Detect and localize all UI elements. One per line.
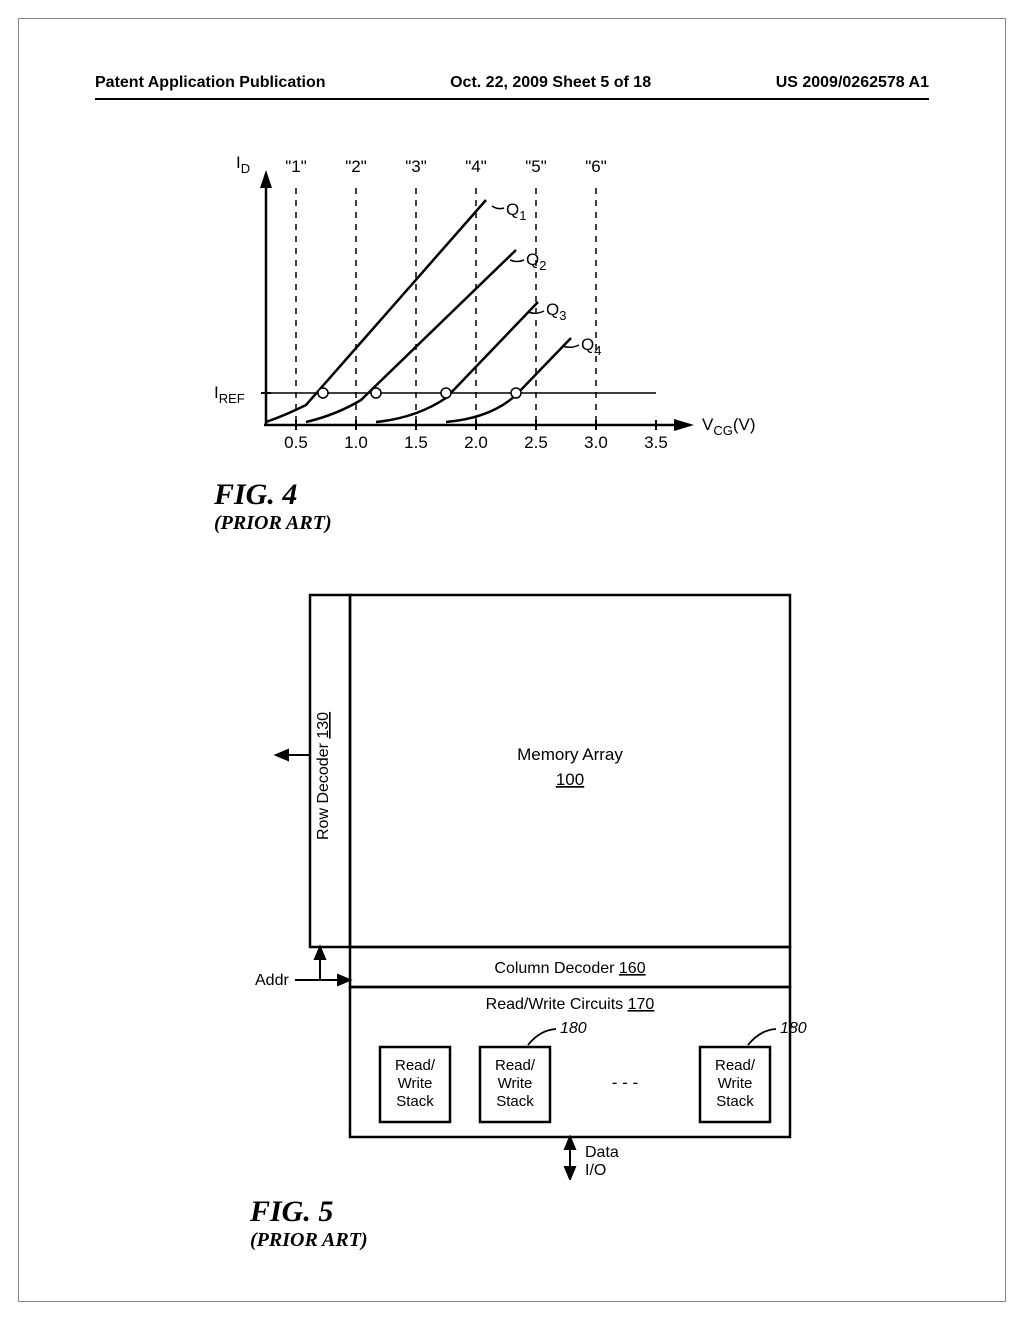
header-center: Oct. 22, 2009 Sheet 5 of 18 (450, 74, 651, 92)
x-axis (264, 419, 694, 431)
xtick-3: 2.0 (464, 433, 488, 452)
fig5-subtitle: (PRIOR ART) (250, 1229, 368, 1252)
svg-text:180: 180 (560, 1020, 587, 1037)
svg-text:Data: Data (585, 1144, 619, 1161)
addr-arrow (295, 947, 350, 985)
column-decoder-block: Column Decoder 160 (494, 960, 645, 977)
svg-text:Stack: Stack (496, 1093, 534, 1110)
fig4-caption: FIG. 4 (PRIOR ART) (214, 478, 332, 535)
svg-text:Stack: Stack (396, 1093, 434, 1110)
xtick-6: 3.5 (644, 433, 668, 452)
yref-label: IREF (214, 383, 245, 406)
xtick-2: 1.5 (404, 433, 428, 452)
xtick-1: 1.0 (344, 433, 368, 452)
fig5-caption: FIG. 5 (PRIOR ART) (250, 1195, 368, 1252)
xtick-5: 3.0 (584, 433, 608, 452)
fig5-svg: Row Decoder 130 Memory Array 100 Column … (250, 585, 830, 1180)
state-4: "4" (465, 157, 487, 176)
svg-text:Read/: Read/ (395, 1057, 436, 1074)
svg-text:100: 100 (556, 770, 584, 789)
svg-text:Stack: Stack (716, 1093, 754, 1110)
state-5: "5" (525, 157, 547, 176)
svg-text:Read/: Read/ (495, 1057, 536, 1074)
y-axis (260, 170, 272, 425)
row-decoder-block: Row Decoder 130 (315, 712, 332, 840)
x-axis-label: VCG(V) (702, 415, 756, 438)
top-dbl-arrow (276, 750, 310, 760)
svg-text:I/O: I/O (585, 1162, 606, 1179)
q2-label: Q2 (526, 250, 546, 273)
state-3: "3" (405, 157, 427, 176)
header-right: US 2009/0262578 A1 (776, 74, 929, 92)
fig4-subtitle: (PRIOR ART) (214, 512, 332, 535)
header-rule (95, 98, 929, 100)
fig4-title: FIG. 4 (214, 478, 332, 512)
fig4-labels: ID IREF "1" "2" "3" "4" "5" "6" 0.5 1.0 … (214, 153, 756, 452)
xtick-0: 0.5 (284, 433, 308, 452)
xtick-4: 2.5 (524, 433, 548, 452)
q3-label: Q3 (546, 300, 566, 323)
page-header: Patent Application Publication Oct. 22, … (95, 74, 929, 92)
rw-circuits-block: Read/Write Circuits 170 (486, 996, 655, 1013)
svg-text:Write: Write (498, 1075, 533, 1092)
y-axis-label: ID (236, 153, 250, 176)
q1-label: Q1 (506, 200, 526, 223)
state-1: "1" (285, 157, 307, 176)
q4-label: Q4 (581, 335, 601, 358)
curves (266, 200, 571, 422)
svg-text:180: 180 (780, 1020, 807, 1037)
svg-text:Write: Write (398, 1075, 433, 1092)
data-io-arrow (565, 1137, 575, 1179)
curve-q2 (306, 250, 516, 422)
memory-array-block: Memory Array 100 (517, 745, 623, 789)
svg-text:Read/: Read/ (715, 1057, 756, 1074)
svg-text:Write: Write (718, 1075, 753, 1092)
stack-ref-leaders: 180 180 (528, 1020, 807, 1045)
svg-text:Row Decoder 130: Row Decoder 130 (315, 712, 332, 840)
svg-text:Column Decoder 160: Column Decoder 160 (494, 960, 645, 977)
svg-text:- - -: - - - (612, 1073, 638, 1092)
state-6: "6" (585, 157, 607, 176)
state-2: "2" (345, 157, 367, 176)
fig5-title: FIG. 5 (250, 1195, 368, 1229)
svg-text:Read/Write Circuits 170: Read/Write Circuits 170 (486, 996, 655, 1013)
fig4-svg: ID IREF "1" "2" "3" "4" "5" "6" 0.5 1.0 … (186, 150, 806, 480)
svg-text:Memory Array: Memory Array (517, 745, 623, 764)
fig5-outline (310, 595, 790, 1137)
data-io-label: Data I/O (585, 1144, 619, 1179)
fig5-diagram: Row Decoder 130 Memory Array 100 Column … (250, 585, 830, 1180)
header-left: Patent Application Publication (95, 74, 326, 92)
addr-label: Addr (255, 972, 289, 989)
